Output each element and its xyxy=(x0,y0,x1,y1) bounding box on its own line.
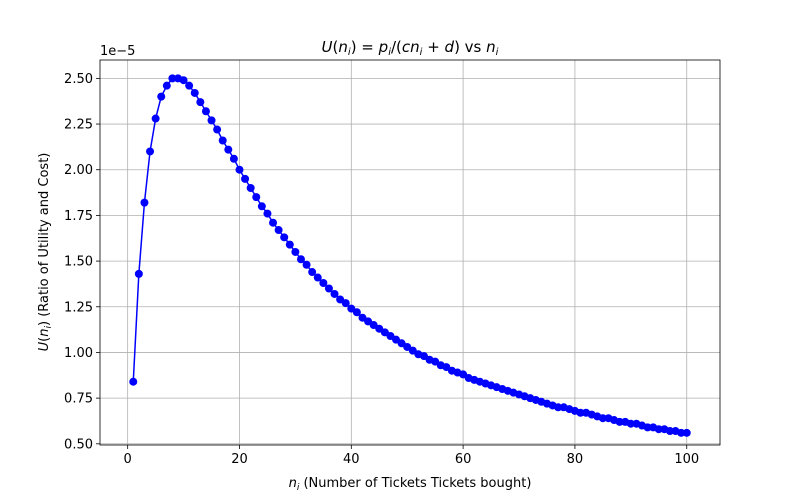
grid-layer xyxy=(100,60,720,445)
data-point xyxy=(341,299,350,308)
x-tick-label: 80 xyxy=(567,452,584,467)
series-layer xyxy=(129,74,691,437)
x-tick-label: 20 xyxy=(231,452,248,467)
data-point xyxy=(179,76,188,85)
data-point xyxy=(190,88,199,97)
data-point xyxy=(229,154,238,163)
data-point xyxy=(168,74,177,83)
data-point xyxy=(252,193,261,202)
data-point xyxy=(285,240,294,249)
y-tick-label: 1.75 xyxy=(64,209,93,224)
y-tick-label: 1.25 xyxy=(64,300,93,315)
data-point xyxy=(213,125,222,134)
y-tick-label: 0.75 xyxy=(64,392,93,407)
data-point xyxy=(352,308,361,317)
data-point xyxy=(241,174,250,183)
data-point xyxy=(677,428,686,437)
data-point xyxy=(134,269,143,278)
data-point xyxy=(308,268,317,277)
data-point xyxy=(146,147,155,156)
data-point xyxy=(330,289,339,298)
data-point xyxy=(201,107,210,116)
data-point xyxy=(274,226,283,235)
data-point xyxy=(302,260,311,269)
x-tick-label: 40 xyxy=(343,452,360,467)
data-point xyxy=(235,165,244,174)
data-point xyxy=(140,198,149,207)
ticks-layer: 0 20 40 60 80 100 0.50 0.75 1.00 1.25 1.50 1.75 2.00… xyxy=(64,72,699,467)
y-tick-label: 1.00 xyxy=(64,346,93,361)
x-axis-label: ni (Number of Tickets Tickets bought) xyxy=(289,476,532,493)
plot-frame xyxy=(99,59,721,446)
data-point xyxy=(682,428,691,437)
y-offset-label: 1e−5 xyxy=(100,44,135,59)
data-point xyxy=(665,427,674,436)
y-tick-label: 1.50 xyxy=(64,255,93,270)
data-point xyxy=(296,255,305,264)
data-point xyxy=(157,92,166,101)
y-tick-label: 0.50 xyxy=(64,437,93,452)
data-point xyxy=(151,114,160,123)
data-point xyxy=(162,81,171,90)
x-tick-label: 100 xyxy=(674,452,699,467)
data-point xyxy=(257,202,266,211)
y-tick-label: 2.25 xyxy=(64,118,93,133)
data-point xyxy=(280,233,289,242)
data-point xyxy=(598,414,607,423)
data-point xyxy=(185,81,194,90)
data-point xyxy=(263,209,272,218)
y-axis-label: U(ni) (Ratio of Utility and Cost) xyxy=(37,153,54,352)
data-point xyxy=(324,284,333,293)
data-point xyxy=(319,279,328,288)
data-point xyxy=(643,423,652,432)
x-tick-label: 60 xyxy=(455,452,472,467)
x-tick-label: 0 xyxy=(124,452,132,467)
data-point xyxy=(313,273,322,282)
y-tick-label: 2.50 xyxy=(64,72,93,87)
data-point xyxy=(207,116,216,125)
data-point xyxy=(654,425,663,434)
data-point xyxy=(218,136,227,145)
data-point xyxy=(626,419,635,428)
data-point xyxy=(576,408,585,417)
chart-title: U(ni) = pi/(cni + d) vs ni xyxy=(322,38,499,58)
data-point xyxy=(196,98,205,107)
data-point xyxy=(129,377,138,386)
data-point xyxy=(224,145,233,154)
data-point xyxy=(246,184,255,192)
data-point xyxy=(554,403,563,412)
data-point xyxy=(269,218,278,227)
data-point xyxy=(615,417,624,426)
data-point xyxy=(291,247,300,256)
y-tick-label: 2.00 xyxy=(64,163,93,178)
